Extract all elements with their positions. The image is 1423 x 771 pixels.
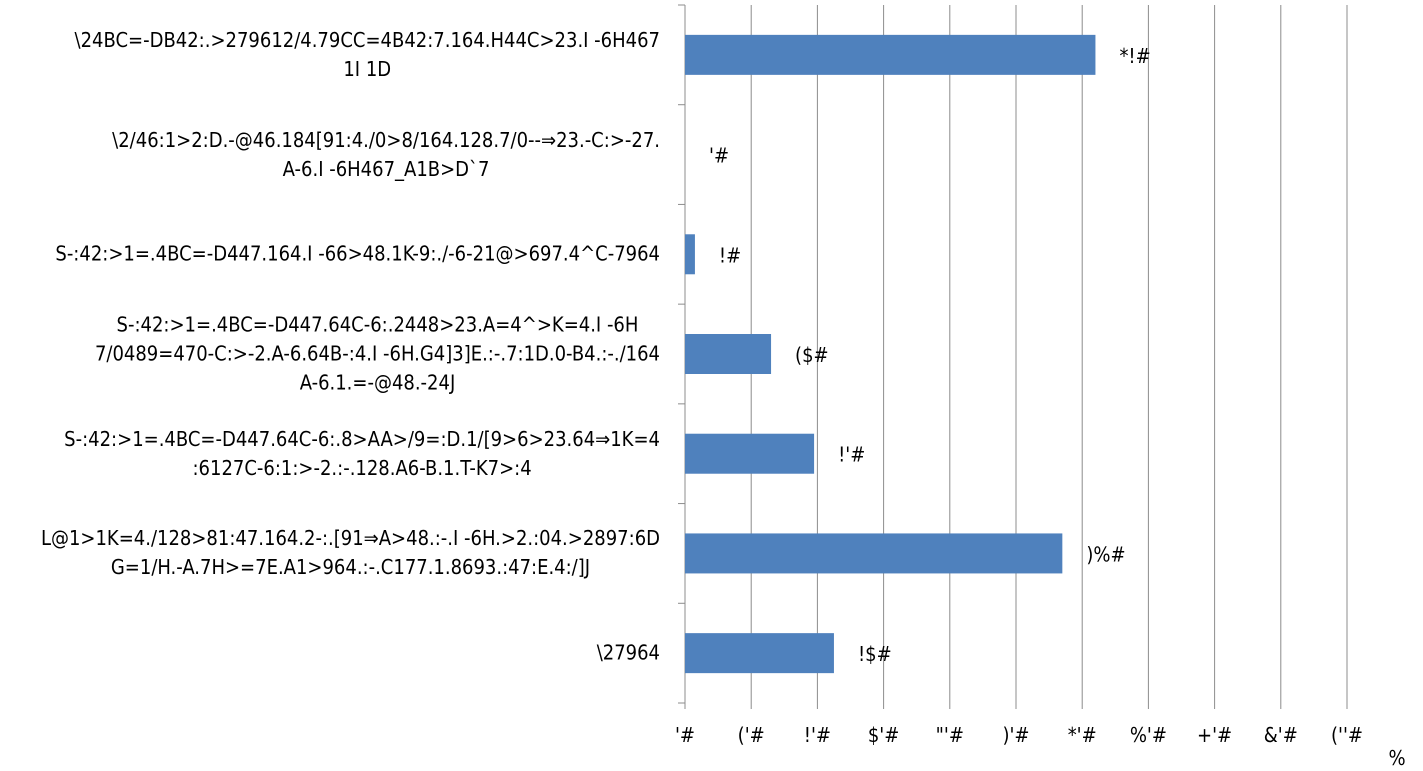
x-tick-label: '# — [675, 723, 695, 747]
x-tick-label: (''# — [1331, 723, 1363, 747]
category-label: S-:42:>1=.4BC=-D447.64C-6:.2448>23.A=4^>… — [94, 312, 660, 395]
category-label: L@1>1K=4./128>81:47.164.2-:.[91⇒A>48.:-.… — [40, 526, 660, 580]
bar — [685, 234, 695, 275]
category-label: \24BC=-DB42:.>279612/4.79CC=4B42:7.164.H… — [74, 27, 661, 81]
category-label: S-:42:>1=.4BC=-D447.164.I -66>48.1K-9:./… — [55, 241, 660, 266]
x-tick-label: &'# — [1264, 723, 1298, 747]
data-label: !'# — [838, 443, 865, 467]
data-label: *!# — [1119, 44, 1150, 68]
x-tick-label: *'# — [1068, 723, 1097, 747]
x-tick-label: )'# — [1002, 723, 1029, 747]
bar — [685, 34, 1096, 75]
bar — [685, 433, 815, 474]
data-label: )%# — [1086, 542, 1125, 566]
x-tick-label: $'# — [868, 723, 899, 747]
x-tick-label: +'# — [1197, 723, 1232, 747]
data-label: '# — [709, 144, 729, 168]
category-label: \27964 — [596, 640, 660, 665]
x-tick-label: %'# — [1130, 723, 1167, 747]
bar — [685, 633, 834, 674]
x-tick-label: "'# — [936, 723, 964, 747]
x-tick-label: ('# — [738, 723, 765, 747]
bar — [685, 334, 772, 374]
bar — [685, 533, 1063, 574]
data-label: !$# — [858, 642, 892, 666]
x-unit-label: % — [1388, 746, 1405, 770]
data-label: !# — [719, 243, 741, 267]
category-label: S-:42:>1=.4BC=-D447.64C-6:.8>AA>/9=:D.1/… — [64, 426, 660, 480]
x-tick-label: !'# — [804, 723, 831, 747]
data-label: ($# — [795, 343, 829, 367]
category-label: \2/46:1>2:D.-@46.184[91:4./0>8/164.128.7… — [112, 127, 660, 181]
